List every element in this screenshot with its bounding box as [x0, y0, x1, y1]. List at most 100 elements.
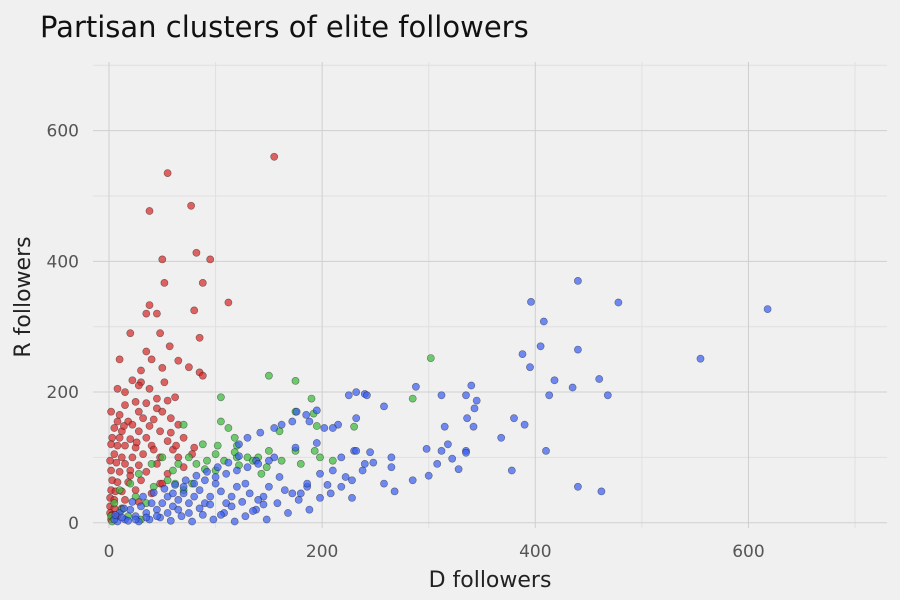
y-tick-label: 400: [47, 252, 79, 272]
data-point: [312, 439, 321, 447]
data-point: [358, 466, 367, 475]
series-0: [106, 152, 279, 524]
data-point: [134, 381, 143, 390]
data-point: [360, 459, 369, 468]
data-point: [520, 420, 529, 429]
data-point: [568, 383, 577, 392]
data-point: [163, 437, 172, 445]
data-point: [507, 466, 516, 475]
data-point: [380, 479, 388, 488]
data-point: [200, 476, 209, 485]
data-point: [277, 420, 286, 429]
data-point: [222, 469, 231, 478]
data-point: [408, 394, 417, 403]
data-point: [337, 453, 346, 462]
data-point: [462, 391, 470, 400]
data-point: [139, 450, 147, 458]
data-point: [362, 391, 371, 400]
data-point: [280, 486, 289, 494]
data-point: [224, 424, 233, 432]
data-point: [147, 499, 156, 508]
data-point: [177, 512, 186, 521]
data-point: [115, 410, 124, 419]
data-point: [145, 422, 154, 430]
data-point: [296, 459, 305, 468]
data-point: [259, 492, 268, 501]
data-point: [472, 396, 481, 405]
data-point: [230, 433, 239, 442]
data-point: [696, 354, 705, 363]
data-point: [160, 378, 169, 387]
data-point: [348, 493, 356, 502]
data-point: [597, 487, 606, 496]
data-point: [190, 492, 199, 501]
data-point: [163, 476, 172, 485]
data-point: [216, 511, 225, 519]
data-point: [288, 417, 297, 426]
data-point: [113, 384, 122, 393]
data-point: [344, 391, 353, 400]
data-point: [216, 417, 225, 426]
data-point: [134, 469, 143, 478]
data-point: [168, 489, 177, 498]
data-point: [171, 480, 179, 489]
series-2: [110, 276, 772, 526]
data-point: [149, 415, 158, 424]
data-point: [454, 465, 463, 474]
data-point: [113, 478, 122, 487]
data-point: [467, 381, 476, 390]
data-point: [115, 467, 124, 476]
data-point: [152, 512, 161, 521]
data-point: [163, 396, 172, 405]
data-point: [264, 482, 273, 491]
data-point: [337, 482, 346, 491]
x-axis-label: D followers: [429, 568, 552, 593]
data-point: [574, 345, 582, 354]
data-point: [305, 417, 314, 426]
data-point: [115, 433, 124, 442]
data-point: [152, 505, 161, 514]
data-point: [128, 420, 137, 429]
data-point: [222, 499, 231, 508]
data-point: [328, 424, 337, 432]
data-point: [163, 509, 172, 517]
data-point: [145, 301, 154, 309]
data-point: [270, 152, 279, 161]
data-point: [137, 366, 145, 375]
data-point: [291, 376, 300, 385]
data-point: [284, 509, 292, 517]
data-point: [110, 499, 119, 508]
data-point: [121, 459, 129, 468]
x-tick-label: 400: [519, 542, 551, 562]
data-point: [211, 473, 220, 481]
data-point: [163, 169, 172, 177]
data-point: [206, 500, 215, 509]
data-point: [348, 476, 356, 485]
data-point: [149, 488, 158, 497]
data-point: [184, 499, 193, 508]
data-point: [139, 492, 147, 501]
data-point: [216, 487, 225, 496]
data-point: [603, 391, 612, 400]
data-point: [469, 422, 478, 431]
data-point: [213, 441, 222, 450]
data-point: [270, 453, 279, 462]
x-tick-label: 200: [306, 542, 338, 562]
data-point: [192, 248, 201, 257]
data-point: [595, 375, 604, 383]
data-point: [120, 504, 128, 513]
data-point: [256, 428, 265, 437]
data-point: [232, 466, 241, 475]
data-point: [369, 458, 378, 467]
data-point: [128, 376, 137, 385]
data-point: [462, 448, 470, 457]
data-point: [307, 394, 316, 403]
data-point: [115, 486, 124, 494]
data-point: [184, 363, 193, 372]
data-point: [139, 414, 147, 423]
data-point: [172, 441, 180, 450]
data-point: [152, 404, 161, 413]
data-point: [424, 471, 433, 480]
data-point: [302, 410, 311, 419]
